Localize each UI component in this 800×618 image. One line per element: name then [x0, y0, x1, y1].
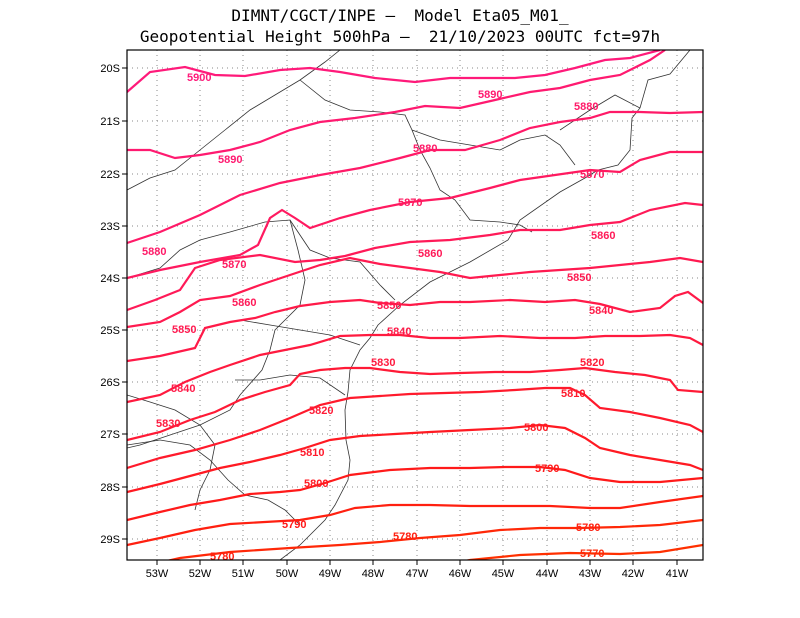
contour-label: 5850 — [172, 324, 196, 336]
lon-tick-label: 51W — [232, 568, 255, 580]
contour-label: 5820 — [309, 405, 333, 417]
contour-lines — [127, 50, 703, 560]
contour-5900 — [127, 50, 661, 93]
contour-label: 5770 — [580, 548, 604, 560]
contour-5760 — [464, 543, 703, 560]
contour-label: 5870 — [398, 197, 422, 209]
lon-tick-label: 46W — [449, 568, 472, 580]
lat-tick-label: 29S — [100, 534, 120, 546]
contour-5850 — [127, 256, 703, 329]
border-states-west — [127, 50, 341, 191]
contour-label: 5860 — [418, 248, 442, 260]
lon-tick-label: 41W — [666, 568, 689, 580]
contour-5790 — [127, 465, 703, 522]
contour-label: 5800 — [524, 422, 548, 434]
contour-5800 — [127, 423, 703, 494]
contour-5870 — [127, 150, 703, 280]
contour-label: 5900 — [187, 72, 211, 84]
lat-tick-label: 27S — [100, 429, 120, 441]
lon-tick-label: 47W — [406, 568, 429, 580]
contour-5880 — [127, 110, 703, 245]
contour-label: 5790 — [535, 463, 559, 475]
contour-label: 5790 — [282, 519, 306, 531]
coastline-and-borders — [127, 50, 691, 560]
contour-label: 5880 — [142, 246, 166, 258]
contour-label: 5830 — [156, 418, 180, 430]
lon-tick-label: 52W — [189, 568, 212, 580]
border-mg-sp — [299, 79, 533, 233]
contour-label: 5860 — [591, 230, 615, 242]
border-sc-rs — [235, 374, 346, 396]
lon-tick-label: 53W — [146, 568, 169, 580]
contour-label: 5820 — [580, 357, 604, 369]
lon-tick-label: 43W — [579, 568, 602, 580]
contour-5770 — [166, 518, 703, 560]
contour-5810 — [127, 386, 703, 470]
lon-tick-label: 50W — [276, 568, 299, 580]
contour-label: 5850 — [377, 300, 401, 312]
lat-tick-label: 26S — [100, 377, 120, 389]
contour-label: 5870 — [580, 169, 604, 181]
contour-label: 5810 — [561, 388, 585, 400]
contour-5780 — [127, 494, 703, 547]
tick-marks — [122, 67, 678, 565]
contour-5830 — [127, 333, 703, 404]
contour-label: 5840 — [589, 305, 613, 317]
contour-label: 5780 — [576, 522, 600, 534]
contour-label: 5810 — [300, 447, 324, 459]
contour-label: 5890 — [218, 154, 242, 166]
lat-tick-label: 20S — [100, 63, 120, 75]
contour-label: 5880 — [574, 101, 598, 113]
contour-label: 5840 — [387, 326, 411, 338]
contour-label: 5800 — [304, 478, 328, 490]
border-pr-sc — [239, 319, 361, 346]
lon-tick-label: 42W — [622, 568, 645, 580]
longitude-labels: 53W 52W 51W 50W 49W 48W 47W 46W 45W 44W … — [146, 568, 689, 580]
border-paraguay — [127, 219, 306, 449]
contour-label: 5860 — [232, 297, 256, 309]
coastline — [279, 50, 691, 560]
contour-5820 — [127, 366, 703, 442]
river-argentina — [127, 394, 216, 511]
contour-label: 5870 — [222, 259, 246, 271]
map-frame — [126, 49, 704, 561]
lon-tick-label: 44W — [536, 568, 559, 580]
contour-label: 5780 — [210, 551, 234, 563]
contour-label: 5890 — [478, 89, 502, 101]
lon-tick-label: 45W — [492, 568, 515, 580]
lat-tick-label: 25S — [100, 325, 120, 337]
contour-label: 5850 — [567, 272, 591, 284]
contour-label: 5880 — [413, 143, 437, 155]
contour-5890 — [127, 50, 666, 160]
contour-label: 5840 — [171, 383, 195, 395]
lon-tick-label: 48W — [362, 568, 385, 580]
contour-5840 — [127, 290, 703, 363]
lat-tick-label: 23S — [100, 221, 120, 233]
lat-tick-label: 21S — [100, 116, 120, 128]
lat-tick-label: 22S — [100, 169, 120, 181]
border-mg-rj — [411, 129, 576, 166]
contour-5860 — [127, 201, 703, 312]
contour-labels: 5900 5890 5890 5880 5880 5880 5870 5870 … — [142, 72, 615, 563]
map-title-line-2: Geopotential Height 500hPa – 21/10/2023 … — [139, 27, 661, 46]
latitude-labels: 20S 21S 22S 23S 24S 25S 26S 27S 28S 29S — [100, 63, 120, 546]
grid-lines — [127, 50, 703, 560]
lat-tick-label: 28S — [100, 482, 120, 494]
lat-tick-label: 24S — [100, 273, 120, 285]
lon-tick-label: 49W — [319, 568, 342, 580]
border-uruguay — [127, 439, 301, 526]
map-title-line-1: DIMNT/CGCT/INPE – Model Eta05_M01_ — [231, 6, 569, 25]
contour-label: 5780 — [393, 531, 417, 543]
contour-label: 5830 — [371, 357, 395, 369]
